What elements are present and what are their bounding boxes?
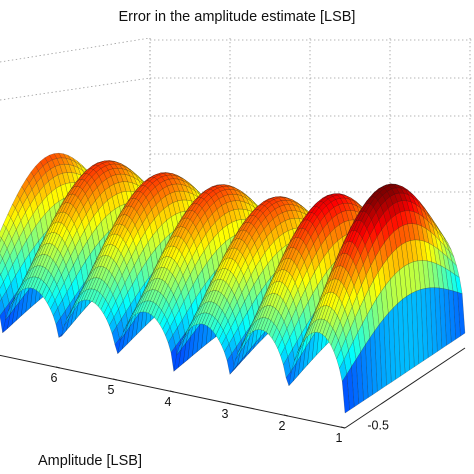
x-tick-mark: [55, 366, 61, 369]
x-tick-label: 3: [222, 407, 229, 421]
axes: [0, 347, 466, 429]
tick-labels: 1 2 3 4 5 6 -0.5: [51, 366, 389, 445]
x-tick-label: 5: [108, 383, 115, 397]
x-tick-mark: [226, 402, 232, 405]
grid-line: [0, 37, 151, 63]
grid-line: [0, 77, 151, 101]
x-tick-mark: [112, 378, 118, 381]
x-tick-mark: [283, 414, 289, 417]
x-tick-label: 6: [51, 371, 58, 385]
y-tick-label: -0.5: [367, 418, 389, 432]
x-tick-mark: [169, 390, 175, 393]
surface-mesh: [0, 152, 466, 414]
x-tick-mark: [340, 426, 346, 429]
surface-face: [342, 373, 350, 414]
x-tick-label: 2: [279, 419, 286, 433]
x-tick-label: 4: [165, 395, 172, 409]
x-tick-label: 1: [336, 431, 343, 445]
x-axis-label: Amplitude [LSB]: [38, 453, 142, 469]
chart-title: Error in the amplitude estimate [LSB]: [118, 9, 356, 25]
x-axis-line: [0, 354, 346, 429]
y-axis-line: [344, 347, 466, 429]
